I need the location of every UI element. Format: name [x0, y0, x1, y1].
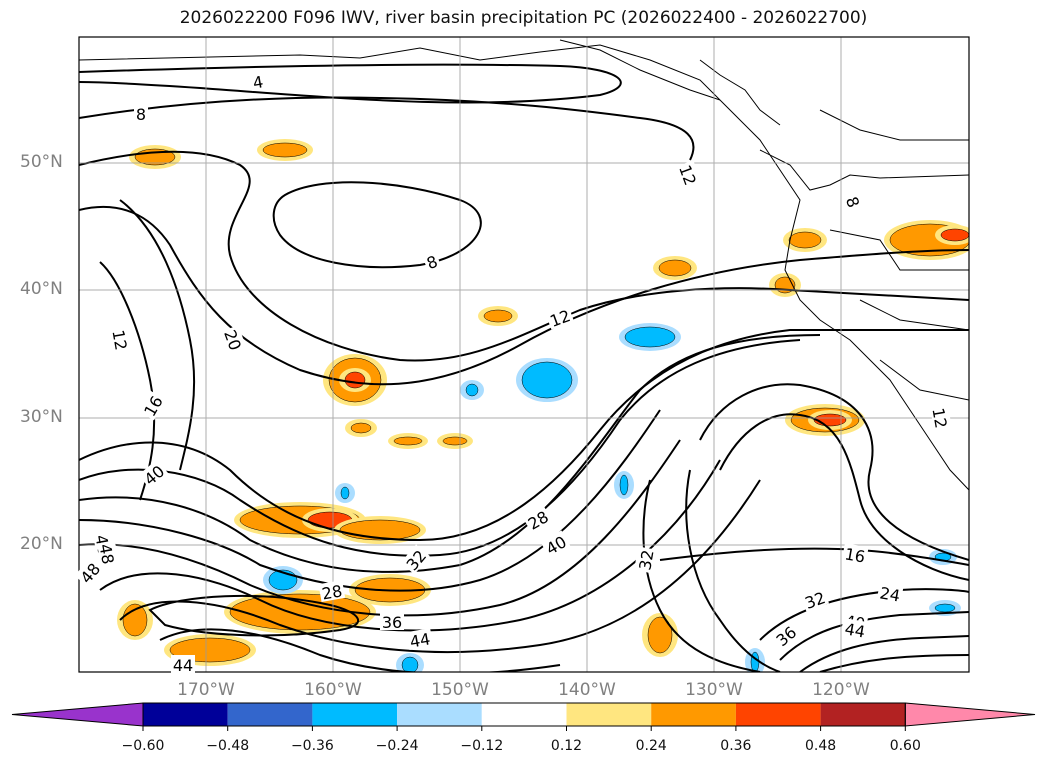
graticule	[79, 37, 969, 672]
latitude-label: 50°N	[20, 152, 63, 172]
svg-text:12: 12	[928, 406, 950, 429]
negative-pc-area	[750, 651, 760, 672]
colorbar-tick-label: 0.60	[889, 738, 921, 754]
colorbar-tick-label: 0.36	[720, 738, 752, 754]
longitude-label: 150°W	[431, 680, 489, 700]
contour-label: 12	[545, 304, 575, 331]
contour-label: 12	[928, 404, 952, 432]
latitude-label: 40°N	[20, 279, 63, 299]
contour-label: 8	[134, 104, 148, 124]
svg-text:48: 48	[95, 542, 117, 565]
svg-text:40: 40	[543, 532, 570, 559]
contour-label: 44	[171, 655, 195, 675]
svg-text:44: 44	[173, 656, 193, 675]
positive-pc-area	[262, 142, 308, 158]
colorbar-tick-label: 0.48	[805, 738, 837, 754]
svg-text:8: 8	[136, 105, 146, 124]
positive-pc-area	[350, 422, 372, 434]
svg-text:28: 28	[525, 507, 552, 534]
svg-text:16: 16	[140, 393, 167, 420]
colorbar-segment	[481, 703, 567, 726]
colorbar-segment	[397, 703, 482, 726]
svg-text:36: 36	[382, 613, 402, 632]
contour-label: 36	[380, 612, 404, 632]
colorbar-segment	[651, 703, 736, 726]
contour-label: 44	[406, 628, 434, 652]
positive-pc-area	[658, 259, 692, 277]
map-title: 2026022200 F096 IWV, river basin precipi…	[179, 8, 868, 28]
contour-label: 32	[634, 546, 658, 574]
contour-label: 4	[249, 70, 267, 93]
negative-pc-area	[934, 603, 956, 613]
positive-pc-area	[339, 519, 421, 541]
contour-label: 40	[138, 459, 169, 489]
positive-pc-area	[647, 616, 673, 654]
svg-text:28: 28	[320, 581, 343, 603]
colorbar-outline	[142, 702, 906, 727]
svg-text:4: 4	[251, 72, 264, 92]
contour-label: 24	[876, 582, 904, 606]
contour-label: 16	[138, 390, 167, 421]
map-frame	[78, 36, 970, 673]
negative-pc-area	[401, 656, 419, 672]
colorbar-segment	[820, 703, 906, 726]
contour-label: 44	[841, 618, 869, 642]
positive-pc-area	[940, 228, 969, 242]
negative-pc-area	[521, 361, 573, 399]
colorbar-tick-label: −0.12	[460, 738, 504, 754]
svg-text:12: 12	[108, 328, 130, 351]
positive-pc-area	[442, 436, 468, 446]
svg-text:44: 44	[843, 619, 866, 641]
contour-label: 48	[95, 540, 119, 568]
positive-pc-area	[483, 309, 513, 323]
contour-label: 12	[675, 160, 702, 190]
longitude-label: 160°W	[304, 680, 362, 700]
colorbar-tick-label: −0.48	[206, 738, 250, 754]
positive-pc-area	[393, 436, 423, 446]
colorbar-segment	[735, 703, 821, 726]
negative-pc-area	[465, 383, 479, 397]
svg-text:32: 32	[635, 548, 657, 571]
svg-text:16: 16	[843, 544, 866, 566]
latitude-label: 30°N	[20, 407, 63, 427]
colorbar-segment	[143, 703, 228, 726]
contour-label: 12	[108, 326, 132, 354]
positive-pc-area	[788, 231, 822, 249]
contour-label: 28	[318, 580, 346, 604]
svg-text:24: 24	[878, 583, 901, 605]
colorbar-tick-label: −0.36	[290, 738, 334, 754]
negative-pc-area	[340, 486, 350, 500]
svg-text:44: 44	[408, 629, 431, 651]
contour-label: 28	[522, 505, 553, 534]
colorbar-segment	[566, 703, 652, 726]
longitude-label: 140°W	[558, 680, 616, 700]
contour-label: 20	[220, 325, 247, 355]
colorbar-extend-min	[11, 702, 144, 727]
longitude-label: 170°W	[177, 680, 235, 700]
colorbar-tick-label: −0.24	[375, 738, 419, 754]
contour-label: 16	[841, 543, 869, 567]
contour-label: 32	[800, 586, 830, 613]
colorbar-tick-label: 0.12	[550, 738, 583, 754]
iwv-contours	[79, 63, 969, 672]
coastline	[79, 39, 969, 491]
colorbar	[11, 702, 1036, 731]
contour-label: 8	[842, 192, 865, 212]
colorbar-segment	[312, 703, 398, 726]
contour-label: 40	[540, 530, 571, 559]
positive-pc-area	[344, 371, 366, 389]
negative-pc-area	[619, 474, 629, 496]
longitude-label: 130°W	[685, 680, 743, 700]
colorbar-segment	[227, 703, 313, 726]
colorbar-tick-label: −0.60	[121, 738, 165, 754]
colorbar-extend-max	[904, 702, 1036, 727]
colorbar-tick-label: 0.24	[635, 738, 667, 754]
contour-label: 8	[422, 250, 442, 273]
longitude-label: 120°W	[812, 680, 870, 700]
negative-pc-area	[624, 326, 676, 348]
latitude-label: 20°N	[20, 534, 63, 554]
